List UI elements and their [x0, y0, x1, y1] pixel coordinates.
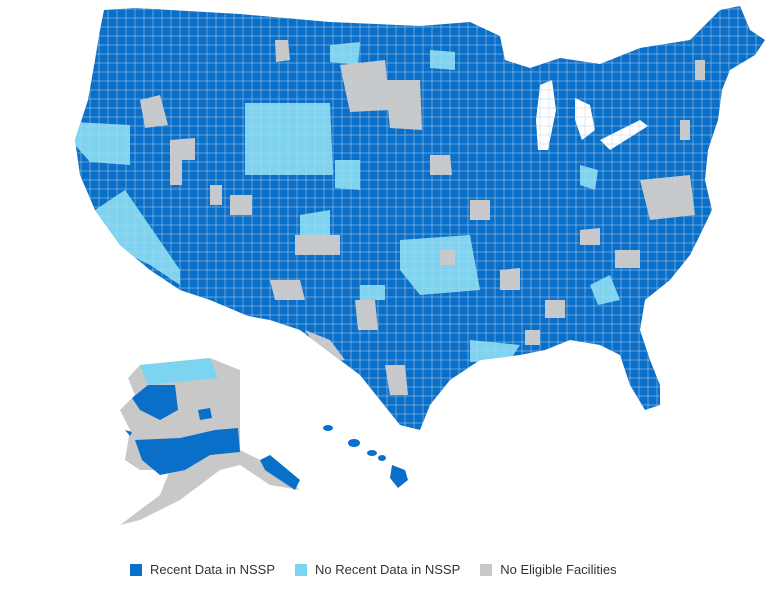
legend-label-recent: Recent Data in NSSP	[150, 562, 276, 577]
us-county-map	[75, 6, 765, 525]
conus	[75, 6, 765, 430]
legend-swatch-recent	[130, 563, 142, 576]
legend-item-recent: Recent Data in NSSP	[130, 562, 275, 577]
legend-item-no-eligible: No Eligible Facilities	[480, 562, 617, 577]
legend-swatch-no-recent	[295, 563, 308, 576]
hawaii	[323, 425, 408, 488]
legend-label-no-recent: No Recent Data in NSSP	[315, 562, 461, 577]
legend: Recent Data in NSSP No Recent Data in NS…	[130, 562, 617, 577]
alaska	[120, 358, 300, 525]
legend-swatch-no-eligible	[480, 563, 493, 576]
legend-label-no-eligible: No Eligible Facilities	[500, 562, 617, 577]
legend-item-no-recent: No Recent Data in NSSP	[295, 562, 460, 577]
